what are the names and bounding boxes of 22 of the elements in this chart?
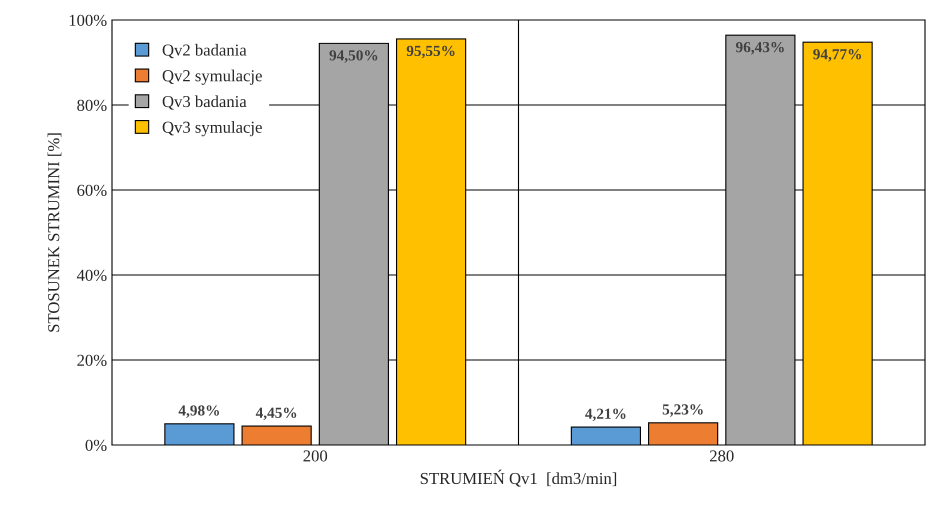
legend-label: Qv3 symulacje: [162, 121, 262, 136]
y-axis-title: STOSUNEK STRUMINI [%]: [48, 133, 62, 332]
data-label: 95,55%: [406, 46, 454, 58]
data-label: 4,45%: [256, 408, 296, 420]
y-tick-label: 20%: [77, 354, 107, 366]
x-tick-label: 280: [710, 450, 734, 462]
data-label: 5,23%: [662, 404, 703, 417]
data-label: 96,43%: [736, 42, 784, 55]
data-label: 4,98%: [178, 405, 219, 418]
data-label: 94,77%: [813, 49, 861, 62]
y-tick-label: 40%: [76, 270, 107, 281]
x-axis-title: STRUMIEŃ Qv1 [dm3/min]: [420, 470, 616, 487]
legend-label: Qv2 symulacje: [162, 70, 262, 85]
y-tick-label: 60%: [77, 184, 107, 196]
legend-label: Qv2 badania: [162, 44, 246, 58]
y-tick-label: 100%: [70, 14, 107, 26]
y-tick-label: 80%: [77, 100, 107, 111]
legend-label: Qv3 badania: [162, 95, 246, 110]
x-tick-label: 200: [303, 450, 328, 462]
data-label: 94,50%: [329, 50, 378, 63]
y-tick-label: 0%: [86, 440, 107, 451]
data-label: 4,21%: [585, 408, 626, 422]
